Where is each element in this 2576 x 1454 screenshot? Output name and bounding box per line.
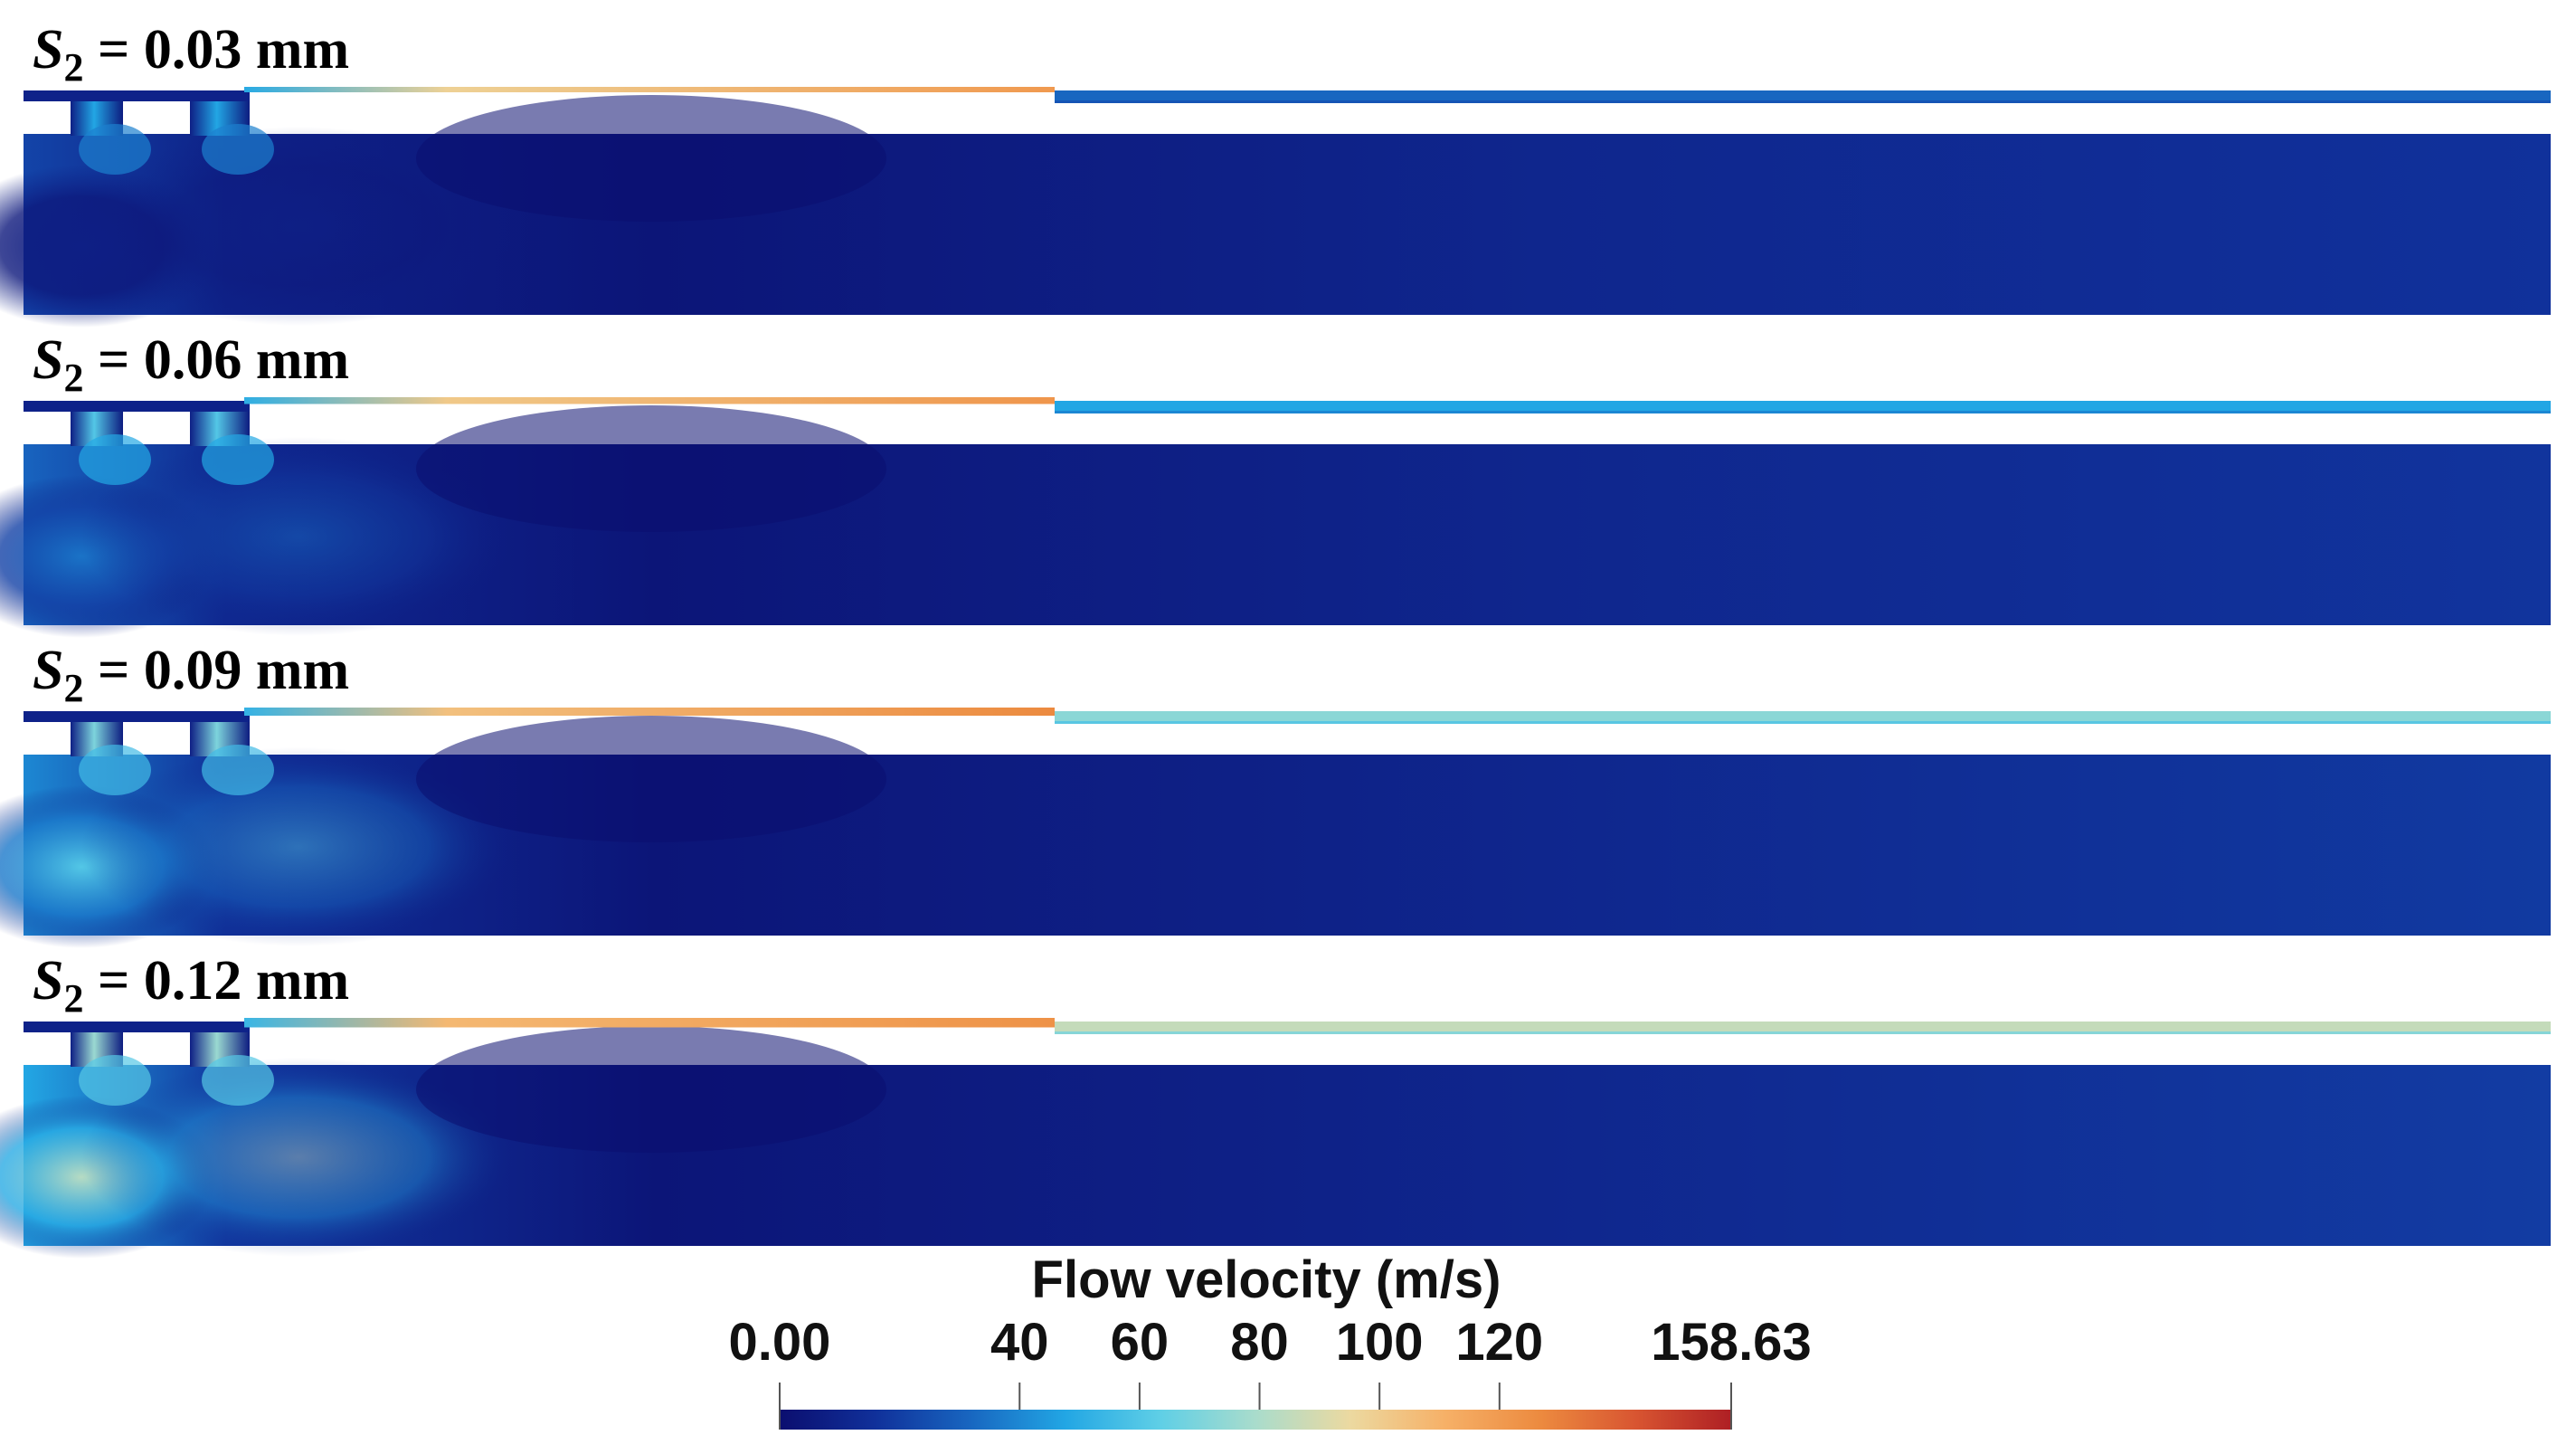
- colorbar-title: Flow velocity (m/s): [1032, 1250, 1501, 1309]
- jet-plume: [202, 434, 274, 485]
- inlet-plenum: [24, 90, 250, 101]
- jet-plume: [202, 1055, 274, 1106]
- jet-plume: [79, 124, 151, 175]
- recirculation-zone: [81, 1058, 516, 1257]
- colorbar-labels: 0.00 40 60 80 100 120 158.63: [729, 1313, 1812, 1372]
- colorbar: Flow velocity (m/s) 0.00 40 60 80 100 120 158.…: [729, 1250, 1812, 1430]
- downstream-film-edge: [1055, 1031, 2551, 1034]
- colorbar-tick-label: 158.63: [1651, 1313, 1811, 1372]
- nozzle-gap: [244, 87, 1055, 92]
- jet-plume: [202, 124, 274, 175]
- downstream-film-edge: [1055, 100, 2551, 103]
- jet-plume: [79, 1055, 151, 1106]
- downstream-film: [1055, 711, 2551, 724]
- nozzle-gap: [244, 708, 1055, 716]
- downstream-film: [1055, 1022, 2551, 1034]
- panel-label: S2 = 0.06 mm: [33, 329, 349, 400]
- colorbar-tick-label: 0.00: [729, 1313, 831, 1372]
- colorbar-tick-label: 120: [1455, 1313, 1543, 1372]
- contour-panels: S2 = 0.03 mm S2 = 0.06 mm S2 = 0.09 mm S2 =…: [0, 19, 2551, 1259]
- vortex-core: [416, 405, 886, 532]
- colorbar-tick-label: 40: [990, 1313, 1049, 1372]
- recirculation-zone: [81, 127, 516, 326]
- downstream-film-edge: [1055, 411, 2551, 413]
- jet-plume: [79, 434, 151, 485]
- jet-plume: [202, 745, 274, 795]
- nozzle-gap: [244, 397, 1055, 404]
- recirculation-zone: [81, 437, 516, 636]
- recirculation-zone: [81, 747, 516, 946]
- nozzle-gap: [244, 1018, 1055, 1028]
- colorbar-tick-label: 100: [1336, 1313, 1424, 1372]
- panel-label: S2 = 0.09 mm: [33, 640, 349, 710]
- panel-label: S2 = 0.03 mm: [33, 19, 349, 90]
- jet-plume: [79, 745, 151, 795]
- colorbar-tick-label: 80: [1230, 1313, 1289, 1372]
- downstream-film: [1055, 90, 2551, 103]
- inlet-plenum: [24, 401, 250, 412]
- inlet-plenum: [24, 711, 250, 722]
- vortex-core: [416, 716, 886, 842]
- flow-panel-2: S2 = 0.06 mm: [0, 329, 2551, 638]
- downstream-film: [1055, 401, 2551, 413]
- colorbar-gradient: [780, 1410, 1731, 1430]
- flow-panel-4: S2 = 0.12 mm: [0, 950, 2551, 1259]
- flow-panel-3: S2 = 0.09 mm: [0, 640, 2551, 948]
- flow-panel-1: S2 = 0.03 mm: [0, 19, 2551, 328]
- inlet-plenum: [24, 1022, 250, 1032]
- panel-label: S2 = 0.12 mm: [33, 950, 349, 1021]
- colorbar-tick-label: 60: [1111, 1313, 1170, 1372]
- downstream-film-edge: [1055, 721, 2551, 724]
- colorbar-ticks: [779, 1383, 1732, 1430]
- vortex-core: [416, 95, 886, 222]
- vortex-core: [416, 1026, 886, 1153]
